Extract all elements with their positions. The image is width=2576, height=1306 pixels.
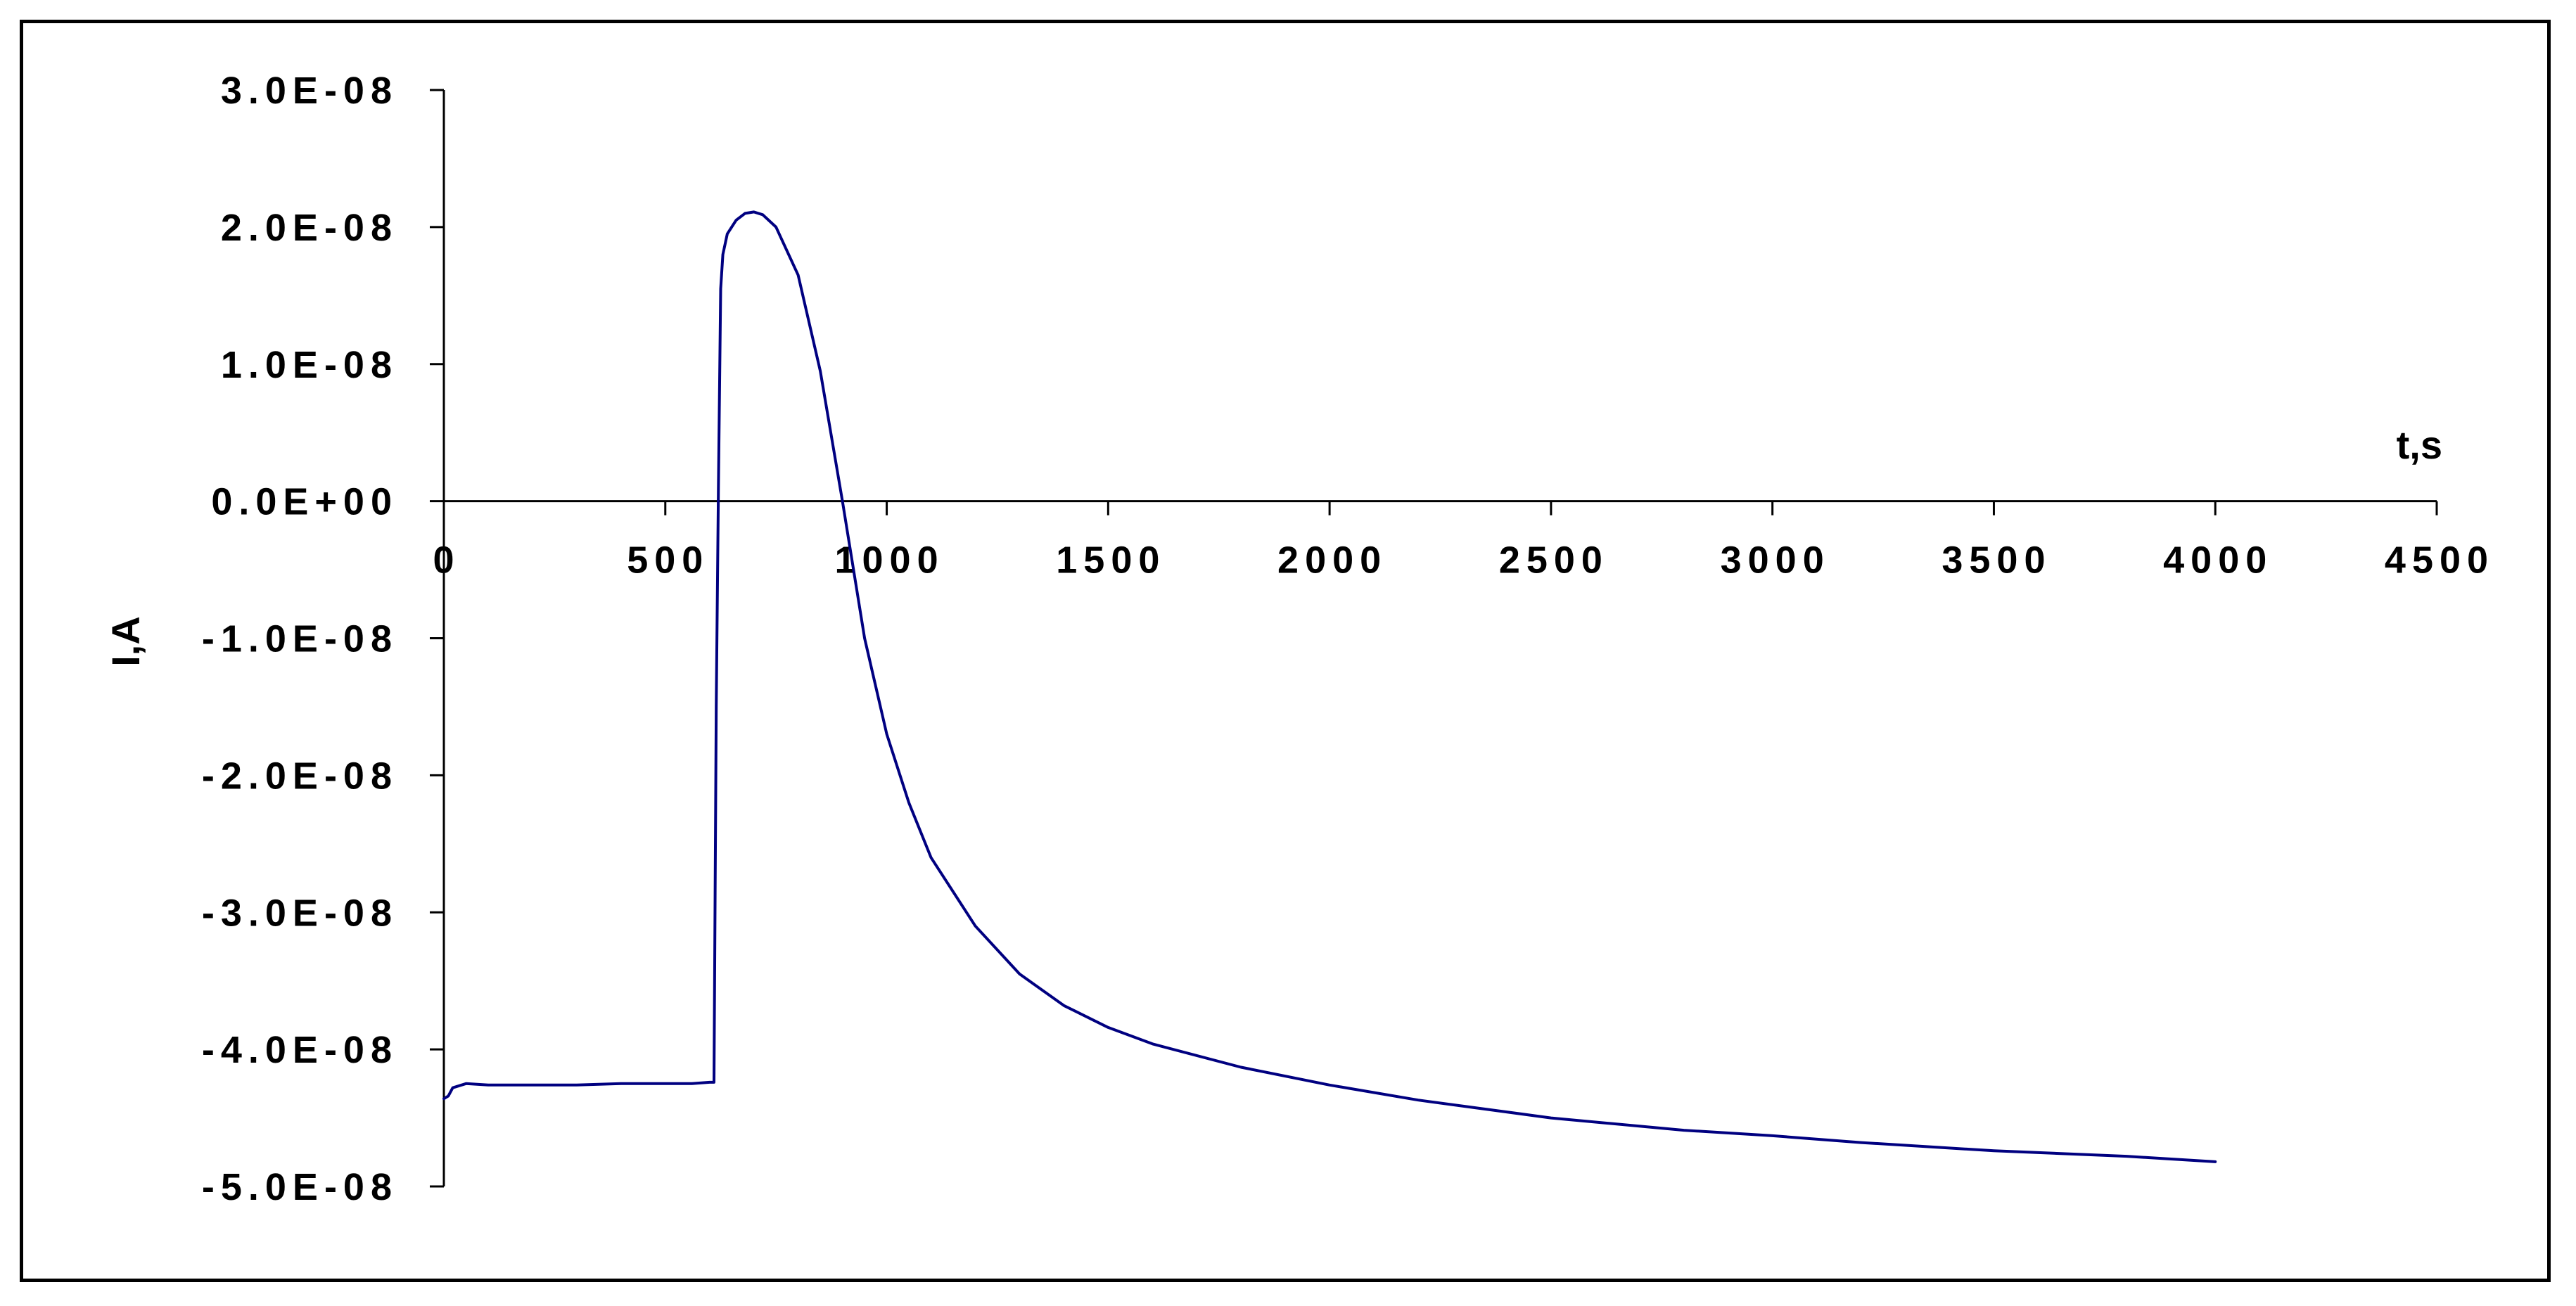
y-tick-label: -2.0E-08 bbox=[202, 755, 398, 797]
x-tick-label: 0 bbox=[433, 539, 460, 582]
x-tick-label: 500 bbox=[627, 539, 709, 582]
y-tick-label: -1.0E-08 bbox=[202, 618, 398, 660]
x-tick-label: 3500 bbox=[1941, 539, 2051, 582]
y-axis: 3.0E-08 2.0E-08 1.0E-08 0.0E+00 -1.0E-08 -2.0… bbox=[202, 70, 445, 1208]
y-tick-label: -5.0E-08 bbox=[202, 1166, 398, 1208]
y-tick-label: -3.0E-08 bbox=[202, 892, 398, 934]
x-tick-label: 4000 bbox=[2163, 539, 2273, 582]
series-group bbox=[442, 210, 2217, 1163]
y-tick-label: -4.0E-08 bbox=[202, 1029, 398, 1071]
x-tick-label: 1500 bbox=[1056, 539, 1166, 582]
y-tick-label: 3.0E-08 bbox=[221, 70, 398, 112]
y-tick-label: 2.0E-08 bbox=[221, 207, 398, 249]
x-axis: 0 500 1000 1500 2000 2500 3000 3500 4000 4500 bbox=[433, 500, 2494, 582]
x-tick-label: 2500 bbox=[1499, 539, 1609, 582]
x-axis-title: t,s bbox=[2397, 423, 2442, 467]
x-tick-label: 4500 bbox=[2385, 539, 2494, 582]
y-tick-label: 1.0E-08 bbox=[221, 344, 398, 386]
series-line bbox=[442, 210, 2217, 1163]
x-tick-label: 3000 bbox=[1721, 539, 1830, 582]
y-tick-label: 0.0E+00 bbox=[211, 481, 398, 523]
y-axis-title: I,A bbox=[103, 616, 148, 667]
chart-frame bbox=[20, 20, 2551, 1282]
x-tick-label: 2000 bbox=[1277, 539, 1387, 582]
